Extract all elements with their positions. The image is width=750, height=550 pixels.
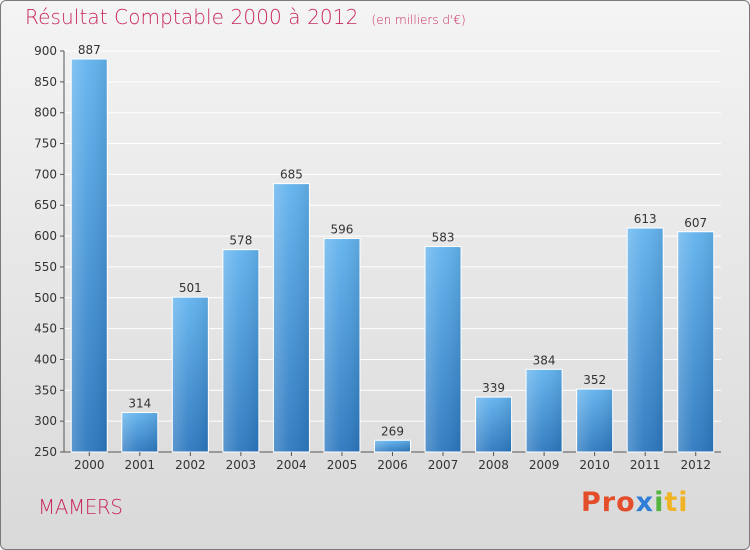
bar-value-label: 596 [331, 223, 354, 237]
x-tick-label: 2000 [74, 458, 105, 472]
y-tick-label: 300 [34, 414, 57, 428]
y-tick-label: 700 [34, 167, 57, 181]
y-tick-label: 750 [34, 137, 57, 151]
bar-value-label: 501 [179, 281, 202, 295]
x-tick-label: 2001 [125, 458, 156, 472]
town-name: MAMERS [38, 495, 123, 519]
bar-group: 607 [677, 216, 715, 453]
bar-shine [172, 297, 208, 452]
bar-value-label: 607 [684, 216, 707, 230]
y-tick-label: 350 [34, 383, 57, 397]
bar-shine [678, 232, 714, 452]
bar-shine [223, 250, 259, 452]
bar-group: 578 [222, 234, 260, 453]
x-axis-labels: 2000 2001 2002 2003 2004 2005 2006 2007 2008 2009… [74, 452, 711, 472]
bar-group: 384 [525, 353, 563, 453]
y-tick-label: 550 [34, 260, 57, 274]
bar-value-label: 685 [280, 168, 303, 182]
x-tick-label: 2010 [579, 458, 610, 472]
bar-group: 352 [576, 373, 614, 453]
bar-value-label: 314 [128, 397, 151, 411]
bar-group: 685 [272, 168, 310, 453]
bar-group: 596 [323, 223, 361, 453]
bar-group: 613 [626, 212, 664, 453]
x-tick-label: 2012 [680, 458, 711, 472]
bar-shine [71, 59, 107, 452]
bar-shine [476, 397, 512, 452]
y-tick-label: 400 [34, 352, 57, 366]
x-tick-label: 2004 [276, 458, 307, 472]
bar-value-label: 887 [78, 43, 101, 57]
brand-logo: Proxiti [581, 487, 689, 518]
chart-title-row: Résultat Comptable 2000 à 2012 (en milli… [25, 5, 466, 29]
chart-title: Résultat Comptable 2000 à 2012 [25, 5, 359, 29]
bar-value-label: 352 [583, 373, 606, 387]
brand-logo-part-1: Pro [581, 487, 636, 518]
x-tick-label: 2007 [428, 458, 459, 472]
y-tick-label: 250 [34, 445, 57, 459]
bar-group: 583 [424, 231, 462, 453]
bar-shine [273, 184, 309, 452]
y-tick-label: 600 [34, 229, 57, 243]
grid-lines [64, 50, 721, 453]
x-tick-label: 2005 [327, 458, 358, 472]
y-tick-label: 450 [34, 322, 57, 336]
bar-value-label: 578 [229, 234, 252, 248]
y-tick-label: 650 [34, 198, 57, 212]
bar-value-label: 339 [482, 381, 505, 395]
x-tick-label: 2009 [529, 458, 560, 472]
brand-logo-part-3: i [654, 487, 665, 518]
bar-shine [324, 239, 360, 452]
x-tick-label: 2003 [226, 458, 257, 472]
bar-value-label: 613 [634, 212, 657, 226]
bar-shine [425, 247, 461, 452]
bar-group: 887 [70, 43, 108, 453]
bar-value-label: 269 [381, 424, 404, 438]
bar-shine [375, 440, 410, 452]
brand-logo-part-4: ti [664, 487, 689, 518]
bar-value-label: 384 [533, 353, 556, 367]
y-tick-label: 850 [34, 75, 57, 89]
bar-shine [627, 228, 663, 452]
x-tick-label: 2008 [478, 458, 509, 472]
bar-group: 501 [171, 281, 209, 453]
y-tick-label: 800 [34, 106, 57, 120]
bar-value-label: 583 [432, 231, 455, 245]
chart-subtitle: (en milliers d'€) [371, 13, 466, 27]
bar-shine [526, 369, 562, 452]
x-tick-label: 2006 [377, 458, 408, 472]
bar-group: 339 [475, 381, 513, 453]
bar-group: 314 [121, 397, 159, 453]
brand-logo-part-2: x [635, 487, 655, 518]
bar-shine [122, 413, 158, 452]
bar-group: 269 [374, 424, 411, 453]
x-tick-label: 2002 [175, 458, 206, 472]
y-tick-label: 900 [34, 44, 57, 58]
x-tick-label: 2011 [630, 458, 661, 472]
bar-shine [577, 389, 613, 452]
y-tick-label: 500 [34, 291, 57, 305]
